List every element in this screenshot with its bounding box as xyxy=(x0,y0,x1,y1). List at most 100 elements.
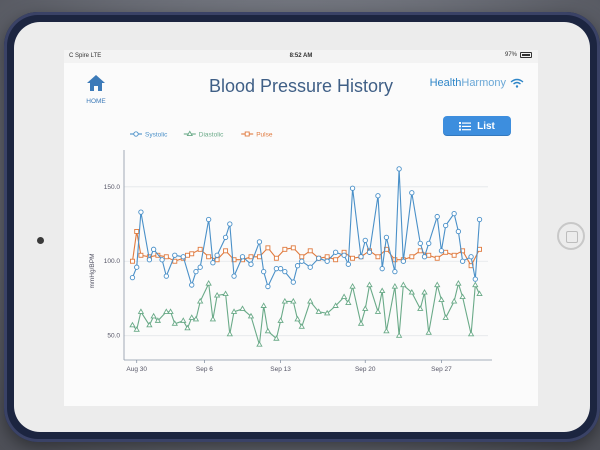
diastolic-point xyxy=(366,281,373,288)
diastolic-point xyxy=(184,324,191,331)
diastolic-point xyxy=(133,326,140,332)
home-label: HOME xyxy=(86,98,106,105)
diastolic-point xyxy=(332,302,339,308)
systolic-point xyxy=(438,248,445,254)
pulse-point xyxy=(163,254,169,260)
list-button[interactable]: List xyxy=(443,116,511,136)
pulse-point xyxy=(307,248,313,254)
y-axis-label: mmHg/BPM xyxy=(89,253,96,288)
diastolic-point xyxy=(417,305,424,311)
systolic-point xyxy=(163,273,169,279)
diastolic-point xyxy=(379,287,386,294)
y-tick-label: 100.0 xyxy=(104,258,121,265)
systolic-point xyxy=(468,254,474,260)
systolic-point xyxy=(294,263,301,269)
diastolic-point xyxy=(180,317,187,323)
chart-series xyxy=(129,166,483,347)
diastolic-point xyxy=(273,335,280,341)
carrier-label: C Spire LTE xyxy=(69,53,102,59)
app-screen: C Spire LTE 8:52 AM 97% HOME Blood Press… xyxy=(64,50,538,406)
page-title: Blood Pressure History xyxy=(208,76,394,96)
list-button-label: List xyxy=(477,120,495,132)
pulse-point xyxy=(206,254,212,260)
diastolic-point xyxy=(205,280,212,286)
diastolic-point xyxy=(472,281,479,288)
pulse-point xyxy=(138,252,144,258)
legend-label: Pulse xyxy=(256,131,273,138)
diastolic-point xyxy=(247,312,255,319)
pulse-point xyxy=(324,254,330,260)
systolic-point xyxy=(129,274,136,281)
systolic-point xyxy=(426,240,432,247)
pulse-point xyxy=(197,246,203,252)
diastolic-point xyxy=(239,305,246,311)
home-nav-button[interactable]: HOME xyxy=(82,74,110,105)
systolic-point xyxy=(193,269,199,275)
list-icon xyxy=(459,122,472,131)
device-home-button[interactable] xyxy=(557,222,585,250)
systolic-line xyxy=(131,168,481,289)
diastolic-point xyxy=(383,327,390,334)
legend-label: Systolic xyxy=(145,131,168,138)
diastolic-point xyxy=(294,315,301,322)
systolic-point xyxy=(222,234,229,241)
brand-logo: HealthHarmony xyxy=(430,77,524,89)
diastolic-point xyxy=(408,288,415,295)
systolic-point xyxy=(189,282,195,288)
systolic-point xyxy=(282,269,288,275)
diastolic-point xyxy=(188,314,195,320)
systolic-point xyxy=(345,261,351,267)
pulse-point xyxy=(451,252,457,258)
diastolic-series xyxy=(129,280,483,347)
systolic-point xyxy=(265,283,271,290)
pulse-point xyxy=(248,254,254,260)
diastolic-point xyxy=(226,330,233,337)
systolic-point xyxy=(134,264,140,270)
pulse-point xyxy=(350,255,356,261)
diastolic-point xyxy=(438,296,445,302)
systolic-point xyxy=(476,216,483,223)
diastolic-point xyxy=(421,288,428,295)
diastolic-point xyxy=(395,332,403,338)
systolic-point xyxy=(273,266,280,272)
x-tick-label: Sep 6 xyxy=(196,366,213,373)
diastolic-point xyxy=(137,308,145,314)
systolic-point xyxy=(366,249,373,255)
diastolic-point xyxy=(349,283,356,289)
diastolic-point xyxy=(281,297,289,304)
status-time: 8:52 AM xyxy=(289,53,313,59)
systolic-point xyxy=(362,237,368,244)
systolic-point xyxy=(417,240,423,247)
systolic-point xyxy=(396,166,402,172)
diastolic-point xyxy=(425,329,432,335)
systolic-point xyxy=(231,273,237,279)
systolic-point xyxy=(197,264,203,270)
systolic-point xyxy=(150,246,157,252)
systolic-point xyxy=(138,209,144,215)
diastolic-point xyxy=(167,308,174,314)
diastolic-point xyxy=(340,293,348,300)
pulse-point xyxy=(443,249,449,255)
diastolic-point xyxy=(345,299,352,305)
diastolic-point xyxy=(150,312,157,319)
diastolic-point xyxy=(442,314,449,320)
diastolic-point xyxy=(459,293,466,300)
diastolic-point xyxy=(400,281,407,288)
systolic-point xyxy=(392,269,398,275)
pulse-series xyxy=(130,229,482,269)
diastolic-point xyxy=(357,320,365,326)
diastolic-point xyxy=(467,330,475,337)
diastolic-point xyxy=(374,308,382,314)
x-tick-label: Sep 13 xyxy=(270,366,291,373)
diastolic-point xyxy=(260,302,267,308)
pulse-point xyxy=(223,248,229,254)
pulse-point xyxy=(299,254,305,260)
diastolic-point xyxy=(290,297,297,304)
wifi-icon xyxy=(510,78,524,88)
systolic-point xyxy=(375,193,381,199)
systolic-point xyxy=(206,216,212,223)
pulse-point xyxy=(282,246,288,252)
systolic-point xyxy=(172,252,178,258)
diastolic-point xyxy=(315,308,322,314)
systolic-series xyxy=(129,166,483,290)
